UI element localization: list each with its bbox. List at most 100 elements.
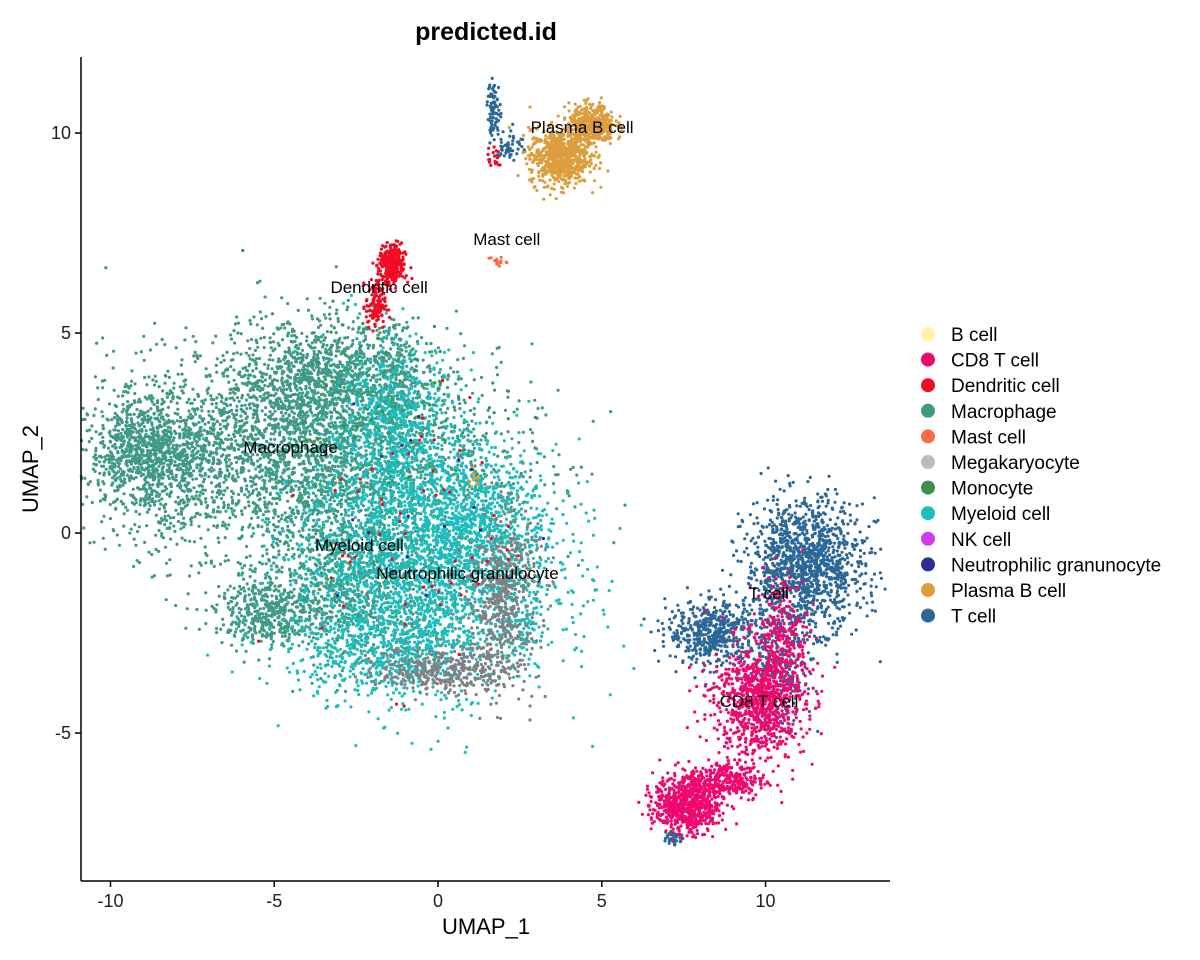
- scatter-point: [365, 343, 370, 347]
- scatter-point: [281, 384, 285, 388]
- scatter-point: [350, 408, 354, 412]
- scatter-point: [579, 465, 583, 469]
- scatter-point: [234, 515, 238, 519]
- scatter-point: [150, 552, 154, 557]
- scatter-point: [195, 607, 199, 612]
- scatter-point: [177, 500, 182, 505]
- scatter-point: [246, 339, 250, 343]
- scatter-point: [222, 358, 226, 362]
- scatter-point: [495, 373, 500, 377]
- scatter-point: [240, 375, 244, 379]
- scatter-point: [81, 406, 85, 410]
- scatter-point: [201, 455, 205, 459]
- scatter-point: [310, 512, 315, 516]
- scatter-point: [191, 497, 195, 501]
- scatter-point: [425, 365, 430, 369]
- scatter-point: [355, 337, 359, 341]
- scatter-point: [139, 463, 143, 467]
- scatter-point: [282, 370, 286, 374]
- scatter-point: [286, 398, 290, 402]
- scatter-point: [85, 412, 89, 416]
- scatter-point: [412, 478, 416, 482]
- scatter-point: [273, 528, 277, 532]
- scatter-point: [124, 505, 128, 509]
- scatter-point: [222, 480, 226, 484]
- scatter-point: [139, 449, 143, 453]
- scatter-point: [145, 383, 149, 387]
- scatter-point: [283, 417, 287, 421]
- scatter-point: [462, 421, 466, 425]
- scatter-point: [345, 404, 349, 408]
- scatter-point: [162, 506, 166, 510]
- scatter-point: [453, 408, 457, 412]
- scatter-point: [300, 380, 304, 384]
- scatter-point: [213, 440, 217, 444]
- scatter-point: [235, 396, 240, 400]
- scatter-point: [283, 428, 287, 432]
- scatter-point: [289, 485, 293, 489]
- scatter-point: [90, 424, 94, 428]
- scatter-point: [157, 507, 161, 511]
- scatter-point: [255, 323, 259, 327]
- scatter-point: [226, 374, 230, 378]
- scatter-point: [222, 500, 226, 505]
- scatter-point: [163, 510, 167, 514]
- scatter-point: [162, 400, 166, 404]
- scatter-point: [180, 468, 185, 472]
- scatter-point: [255, 341, 259, 345]
- scatter-point: [342, 421, 346, 425]
- scatter-point: [495, 346, 499, 350]
- scatter-point: [339, 452, 343, 456]
- scatter-point: [350, 375, 354, 379]
- scatter-point: [168, 452, 172, 456]
- scatter-point: [264, 490, 268, 494]
- scatter-point: [186, 431, 190, 436]
- scatter-point: [423, 476, 427, 481]
- scatter-point: [432, 434, 436, 438]
- scatter-point: [318, 296, 322, 300]
- scatter-point: [192, 423, 197, 427]
- scatter-point: [218, 441, 222, 445]
- scatter-point: [145, 492, 149, 496]
- scatter-point: [292, 355, 297, 359]
- scatter-point: [115, 414, 119, 418]
- scatter-point: [193, 407, 197, 411]
- scatter-point: [167, 375, 171, 379]
- scatter-point: [209, 394, 213, 398]
- scatter-point: [132, 412, 136, 416]
- scatter-point: [221, 493, 226, 497]
- scatter-point: [197, 437, 201, 441]
- scatter-point: [175, 419, 179, 423]
- scatter-point: [195, 443, 199, 447]
- scatter-point: [276, 445, 280, 449]
- scatter-point: [184, 462, 188, 466]
- scatter-point: [252, 482, 256, 486]
- scatter-point: [225, 350, 229, 354]
- scatter-point: [135, 407, 139, 412]
- scatter-point: [357, 325, 361, 329]
- scatter-point: [330, 411, 334, 415]
- scatter-point: [151, 378, 155, 382]
- scatter-point: [129, 527, 133, 531]
- scatter-point: [278, 456, 282, 460]
- scatter-point: [152, 471, 156, 475]
- scatter-point: [285, 467, 289, 471]
- scatter-point: [259, 336, 263, 340]
- scatter-point: [186, 415, 191, 419]
- scatter-point: [302, 401, 306, 405]
- scatter-point: [299, 421, 303, 425]
- scatter-point: [353, 366, 357, 370]
- scatter-point: [281, 482, 285, 486]
- scatter-point: [291, 467, 295, 471]
- scatter-point: [94, 456, 98, 460]
- scatter-point: [297, 462, 301, 466]
- scatter-point: [332, 384, 336, 388]
- scatter-point: [500, 481, 504, 485]
- scatter-point: [286, 359, 291, 363]
- scatter-point: [211, 432, 216, 436]
- scatter-point: [612, 541, 616, 545]
- scatter-point: [148, 348, 152, 352]
- scatter-point: [248, 406, 253, 410]
- scatter-point: [94, 463, 98, 467]
- scatter-point: [256, 387, 260, 391]
